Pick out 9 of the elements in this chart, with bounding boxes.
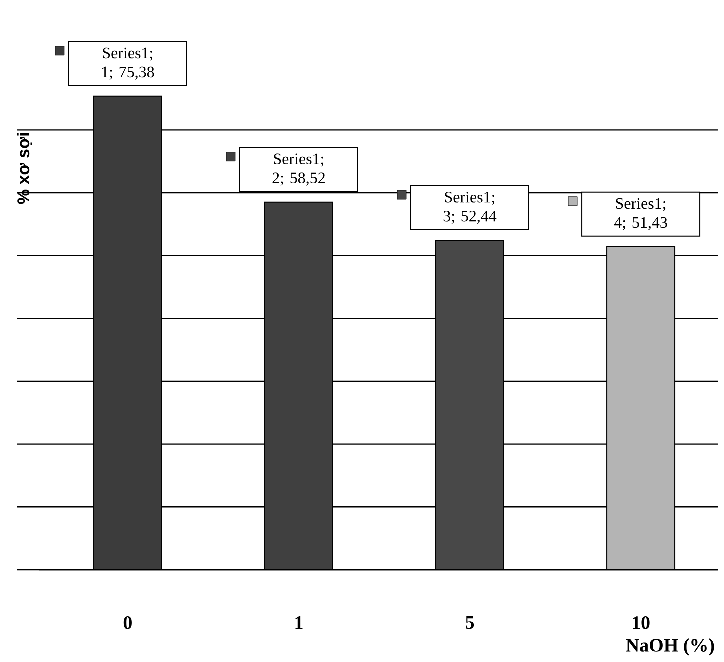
data-label: Series1; 2; 58,52 bbox=[272, 154, 325, 186]
x-axis-title: NaOH (%) bbox=[626, 638, 714, 656]
data-label: Series1; 4; 51,43 bbox=[614, 198, 668, 230]
x-tick-label: 5 bbox=[466, 616, 474, 630]
x-tick-label: 10 bbox=[633, 616, 650, 630]
data-label: Series1; 3; 52,44 bbox=[444, 192, 497, 224]
x-tick-label: 1 bbox=[296, 616, 303, 630]
x-tick-label: 0 bbox=[124, 616, 132, 630]
data-label: Series1; 1; 75,38 bbox=[102, 48, 154, 80]
